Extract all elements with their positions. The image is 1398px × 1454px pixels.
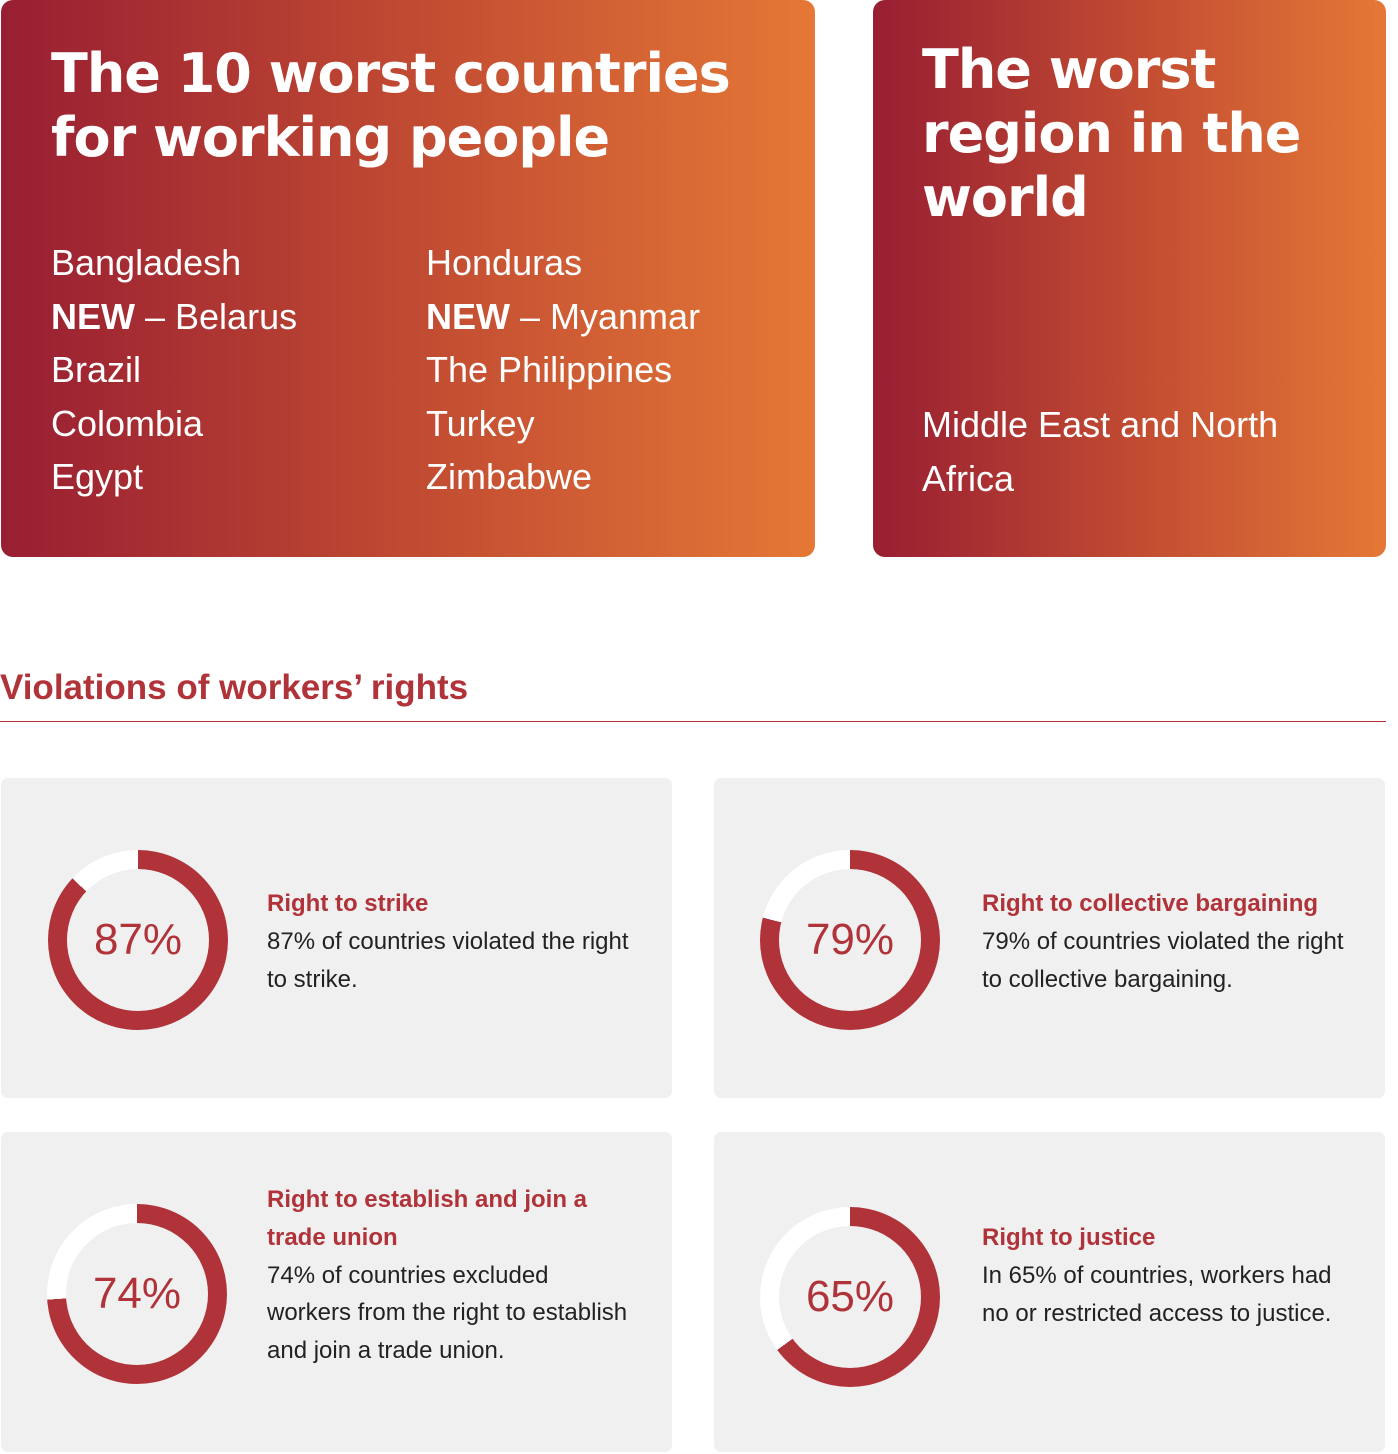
worst-region-panel: The worst region in the world Middle Eas…	[873, 0, 1386, 557]
card-title: Right to collective bargaining	[982, 890, 1319, 917]
card-title: Right to establish and join a trade unio…	[267, 1186, 588, 1251]
country-item: Honduras	[426, 236, 700, 290]
country-name: Egypt	[51, 456, 144, 498]
country-item: Brazil	[51, 343, 297, 397]
country-name: The Philippines	[426, 349, 673, 391]
card-text: Right to justice In 65% of countries, wo…	[982, 1219, 1352, 1332]
violation-card-justice: 65% Right to justice In 65% of countries…	[714, 1132, 1385, 1452]
donut-chart: 74%	[47, 1204, 227, 1384]
card-description: 79% of countries violated the right to c…	[982, 927, 1344, 993]
country-item: NEW – Belarus	[51, 290, 297, 344]
country-name: Zimbabwe	[426, 456, 593, 498]
donut-percent-label: 79%	[805, 915, 895, 964]
country-name: Brazil	[51, 349, 142, 391]
worst-countries-title: The 10 worst countries for working peopl…	[51, 42, 731, 169]
donut-chart: 79%	[760, 850, 940, 1030]
card-description: In 65% of countries, workers had no or r…	[982, 1261, 1332, 1327]
country-name: Turkey	[426, 402, 535, 444]
donut-percent-label: 65%	[805, 1272, 895, 1321]
country-list-column-a: Bangladesh NEW – Belarus Brazil Colombia…	[51, 236, 297, 504]
violations-heading: Violations of workers’ rights	[0, 668, 469, 707]
worst-countries-panel: The 10 worst countries for working peopl…	[1, 0, 815, 557]
worst-region-name: Middle East and North Africa	[922, 404, 1279, 499]
card-text: Right to strike 87% of countries violate…	[267, 885, 637, 998]
country-item: Turkey	[426, 397, 700, 451]
country-item: The Philippines	[426, 343, 700, 397]
violation-card-trade-union: 74% Right to establish and join a trade …	[1, 1132, 672, 1452]
country-item: Colombia	[51, 397, 297, 451]
country-name: Bangladesh	[51, 242, 242, 283]
donut-hole	[67, 869, 209, 1011]
donut-hole	[66, 1223, 208, 1365]
donut-percent-label: 87%	[93, 915, 183, 964]
card-description: 74% of countries excluded workers from t…	[267, 1261, 628, 1365]
country-name: Honduras	[426, 242, 583, 283]
country-name: – Belarus	[135, 295, 298, 337]
donut-percent-label: 74%	[92, 1269, 182, 1318]
donut-chart: 87%	[48, 850, 228, 1030]
violation-card-strike: 87% Right to strike 87% of countries vio…	[1, 778, 672, 1098]
country-item: Zimbabwe	[426, 450, 700, 504]
card-text: Right to establish and join a trade unio…	[267, 1181, 637, 1370]
card-title: Right to justice	[982, 1224, 1156, 1251]
new-tag: NEW	[51, 295, 135, 337]
donut-hole	[779, 869, 921, 1011]
country-name: Colombia	[51, 402, 204, 444]
card-title: Right to strike	[267, 890, 429, 917]
violation-card-collective-bargaining: 79% Right to collective bargaining 79% o…	[714, 778, 1385, 1098]
country-list-column-b: Honduras NEW – Myanmar The Philippines T…	[426, 236, 700, 504]
worst-region-title: The worst region in the world	[922, 38, 1301, 229]
country-item: Egypt	[51, 450, 297, 504]
card-description: 87% of countries violated the right to s…	[267, 927, 629, 993]
section-divider	[0, 721, 1386, 722]
donut-hole	[779, 1226, 921, 1368]
country-item: NEW – Myanmar	[426, 290, 700, 344]
country-name: – Myanmar	[510, 295, 701, 337]
donut-chart: 65%	[760, 1207, 940, 1387]
new-tag: NEW	[426, 295, 510, 337]
card-text: Right to collective bargaining 79% of co…	[982, 885, 1352, 998]
country-item: Bangladesh	[51, 236, 297, 290]
